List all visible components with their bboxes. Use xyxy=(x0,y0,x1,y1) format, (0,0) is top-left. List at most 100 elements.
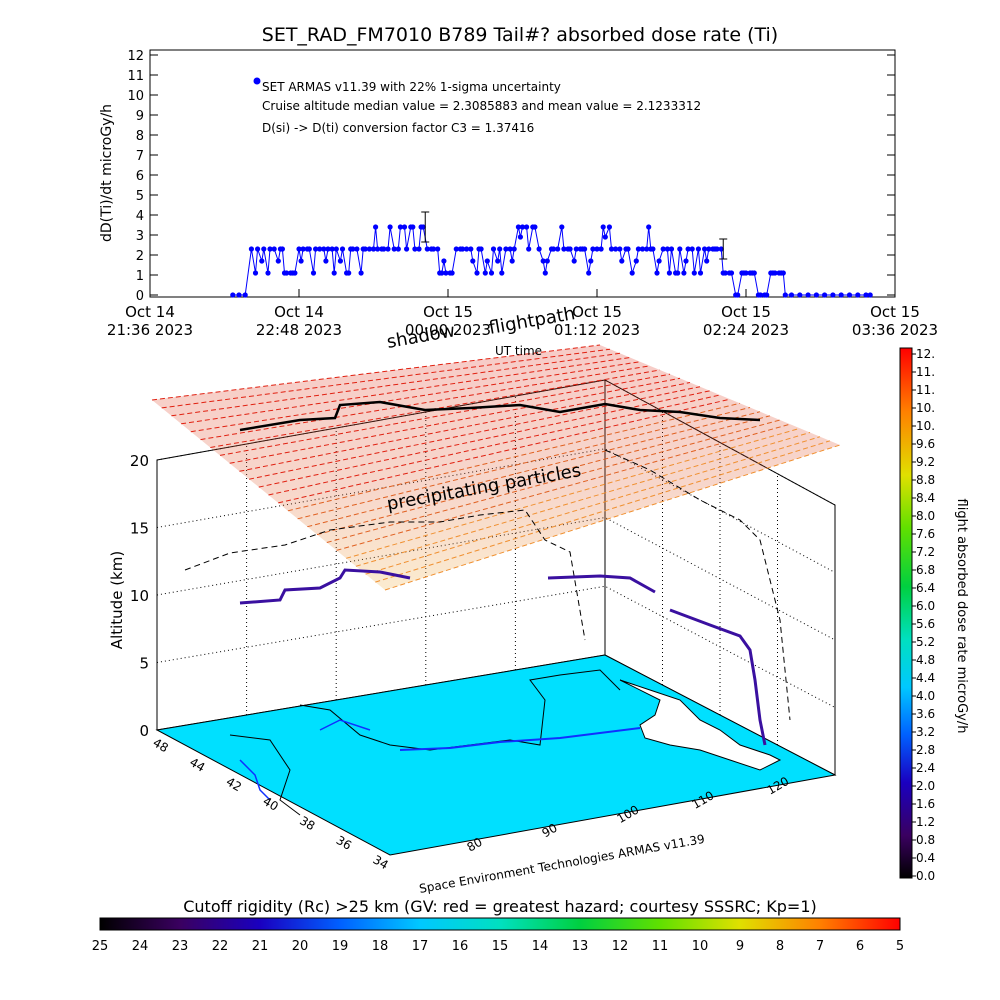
dose-rate-point xyxy=(704,258,710,264)
dose-rate-point xyxy=(718,246,724,252)
dose-tick-label: 3.6 xyxy=(916,707,935,721)
sheet-grid-line xyxy=(297,407,751,520)
dose-rate-point xyxy=(536,246,542,252)
rigidity-colorbar-labels: 25 24 23 22 21 20 19 18 17 16 15 14 13 12 11 10 9 8 7 6 5 xyxy=(92,939,904,954)
dose-rate-point xyxy=(435,246,441,252)
dose-tick-label: 5.2 xyxy=(916,635,935,649)
y-tick-label: 2 xyxy=(136,249,144,264)
dose-rate-point xyxy=(590,246,596,252)
dose-rate-point xyxy=(600,224,606,230)
wall-grid-line xyxy=(156,516,836,641)
dose-rate-point xyxy=(608,246,615,252)
sheet-grid-line xyxy=(248,386,701,480)
latitude-tick-label: 48 xyxy=(151,735,171,755)
dose-rate-point xyxy=(532,224,538,230)
dose-rate-point xyxy=(697,270,704,276)
dose-rate-point xyxy=(337,258,343,264)
dose-rate-point xyxy=(619,258,625,264)
rigidity-tick-label: 24 xyxy=(132,939,149,954)
dose-tick-label: 8.0 xyxy=(916,509,935,523)
dose-rate-point xyxy=(606,224,613,230)
dose-rate-point xyxy=(292,270,298,276)
rigidity-tick-label: 14 xyxy=(532,939,549,954)
latitude-tick-label: 34 xyxy=(371,852,391,872)
dose-tick-label: 7.6 xyxy=(916,527,935,541)
dose-rate-point xyxy=(735,292,741,298)
sheet-grid-line xyxy=(151,344,601,401)
dose-rate-point xyxy=(519,224,526,230)
dose-rate-point xyxy=(275,258,281,264)
dose-tick-label: 6.8 xyxy=(916,563,935,577)
dose-rate-point xyxy=(306,246,312,252)
y-tick-label: 3 xyxy=(136,229,144,244)
dose-rate-point xyxy=(441,258,447,264)
dose-rate-point xyxy=(780,270,786,276)
latitude-axis: 48 44 42 40 38 36 34 xyxy=(151,735,391,872)
dose-rate-point xyxy=(267,246,273,252)
sheet-grid-line xyxy=(316,415,771,536)
dose-rate-point xyxy=(797,292,803,298)
dose-rate-point xyxy=(325,246,331,252)
dose-rate-point xyxy=(395,246,401,252)
altitude-tick-label: 15 xyxy=(130,520,149,538)
dose-tick-label: 9.2 xyxy=(916,455,935,469)
x-tick-label-time: 00:00 2023 xyxy=(405,321,491,339)
rigidity-tick-label: 9 xyxy=(736,939,744,954)
dose-rate-point xyxy=(650,246,656,252)
dose-rate-point xyxy=(484,258,490,264)
dose-rate-point xyxy=(296,246,302,252)
legend-marker xyxy=(253,77,261,85)
dose-tick-label: 10. xyxy=(916,401,935,415)
sheet-grid-line xyxy=(239,382,691,472)
dose-rate-point xyxy=(639,246,646,252)
label-ut-time: UT time xyxy=(495,344,542,358)
dose-rate-point xyxy=(416,246,422,252)
dose-rate-point xyxy=(743,270,749,276)
dose-rate-point xyxy=(443,270,449,276)
dose-rate-point xyxy=(782,292,788,298)
dose-rate-point xyxy=(855,292,861,298)
x-tick-label-time: 22:48 2023 xyxy=(256,321,342,339)
dose-rate-point xyxy=(660,246,666,252)
dose-rate-point xyxy=(261,246,267,252)
dose-rate-point xyxy=(706,246,712,252)
longitude-tick-label: 80 xyxy=(465,835,485,855)
dose-rate-point xyxy=(598,246,604,252)
sheet-grid-line xyxy=(181,357,631,425)
shadow-flightpath-dashed xyxy=(184,449,791,721)
dose-rate-point xyxy=(666,270,673,276)
y-tick-label: 0 xyxy=(136,289,144,304)
rigidity-tick-label: 6 xyxy=(856,939,864,954)
dose-rate-point xyxy=(333,246,339,252)
y-tick-label: 4 xyxy=(136,209,144,224)
altitude-tick-label: 0 xyxy=(139,722,149,740)
dose-rate-point xyxy=(685,246,691,252)
dose-tick-label: 4.8 xyxy=(916,653,935,667)
dose-tick-label: 2.0 xyxy=(916,779,935,793)
rigidity-tick-label: 10 xyxy=(692,939,709,954)
dose-tick-label: 0.8 xyxy=(916,833,935,847)
dose-tick-label: 1.2 xyxy=(916,815,935,829)
sheet-grid-line xyxy=(346,427,801,559)
shadow-flightpath xyxy=(239,400,761,432)
dose-tick-label: 2.8 xyxy=(916,743,935,757)
dose-tick-label: 2.4 xyxy=(916,761,935,775)
dose-rate-point xyxy=(515,224,522,230)
dose-rate-point xyxy=(439,270,445,276)
rigidity-colorbar-title: Cutoff rigidity (Rc) >25 km (GV: red = g… xyxy=(183,897,817,916)
sheet-grid-line xyxy=(278,398,731,504)
dose-rate-point xyxy=(695,246,702,252)
rigidity-tick-label: 15 xyxy=(492,939,509,954)
latitude-tick-label: 44 xyxy=(187,755,207,775)
dose-rate-point xyxy=(683,258,689,264)
dose-rate-point xyxy=(298,258,304,264)
dose-rate-point xyxy=(370,246,377,252)
dose-rate-point xyxy=(248,246,254,252)
dose-rate-point xyxy=(358,270,364,276)
dose-rate-point xyxy=(511,246,517,252)
rigidity-tick-label: 18 xyxy=(372,939,389,954)
dose-rate-point xyxy=(542,270,548,276)
dose-rate-point xyxy=(329,246,335,252)
